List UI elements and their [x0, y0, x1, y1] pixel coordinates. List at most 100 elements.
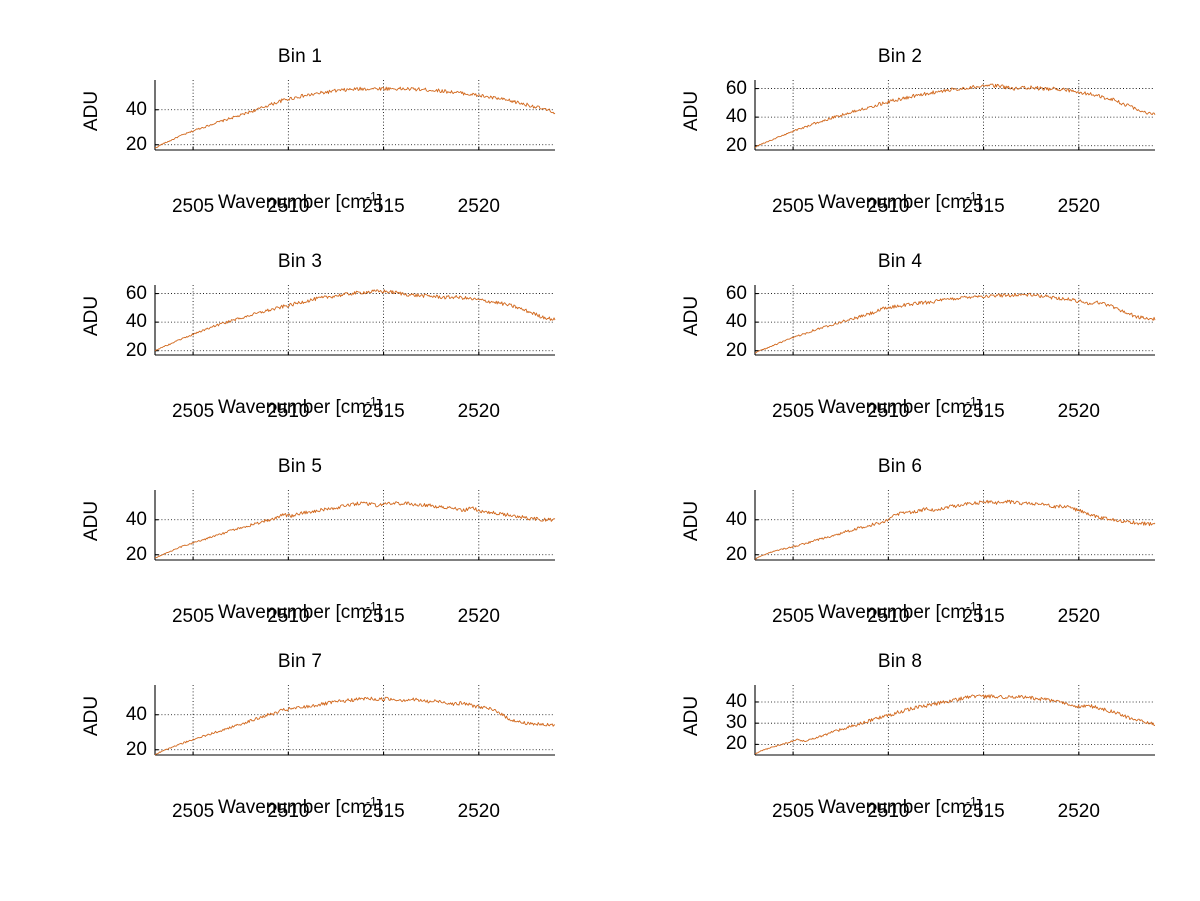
x-tick-label: 2510: [267, 196, 310, 217]
plot-area: [154, 285, 556, 356]
x-axis-label: Wavenumber [cm-1]: [0, 191, 600, 214]
y-tick-label: 30: [725, 712, 747, 734]
subplot-panel-5: Bin 5 ADU Wavenumber [cm-1] 20 40 2505 2510 251…: [0, 450, 600, 655]
subplot-title: Bin 2: [877, 46, 923, 67]
y-tick-label: 40: [125, 98, 147, 120]
x-tick-label: 2510: [867, 606, 910, 627]
plot-area: [154, 490, 556, 561]
subplot-panel-8: Bin 8 ADU Wavenumber [cm-1] 20 30 40 2505 2510 2…: [600, 645, 1200, 850]
x-axis-label-exponent: -1: [366, 599, 377, 614]
x-axis-label: Wavenumber [cm-1]: [0, 794, 600, 819]
y-tick-label: 20: [725, 339, 747, 361]
y-tick-label: 20: [125, 738, 147, 760]
x-tick-label: 2515: [362, 606, 405, 627]
x-axis-label-bracket: ]: [976, 602, 983, 623]
subplot-title: Bin 6: [877, 456, 923, 477]
data-series-line: [754, 83, 1156, 148]
x-axis-label-bracket: ]: [976, 397, 983, 418]
y-tick-label: 40: [125, 703, 147, 725]
plot-svg: [754, 685, 1156, 756]
x-axis-label-exponent: -1: [966, 599, 977, 614]
data-series-line: [154, 696, 556, 756]
x-tick-label: 2510: [267, 606, 310, 627]
x-axis-label-exponent: -1: [366, 794, 377, 809]
subplot-title: Bin 8: [877, 651, 923, 672]
x-tick-label: 2520: [1057, 401, 1100, 422]
x-axis-label-bracket: ]: [376, 602, 383, 623]
y-tick-labels: 20 40: [695, 490, 753, 565]
x-axis-label: Wavenumber [cm-1]: [600, 794, 1200, 819]
x-tick-label: 2510: [267, 401, 310, 422]
y-tick-labels: 20 40: [95, 685, 153, 760]
x-tick-label: 2515: [962, 401, 1005, 422]
x-tick-label: 2505: [171, 401, 215, 422]
data-series-line: [154, 289, 556, 352]
x-axis-label-exponent: -1: [366, 394, 377, 409]
plot-svg: [754, 490, 1156, 561]
y-tick-label: 60: [125, 282, 147, 304]
plot-area: [754, 685, 1156, 756]
x-tick-label: 2520: [457, 401, 500, 422]
plot-svg: [154, 685, 556, 756]
subplot-title: Bin 1: [277, 46, 323, 67]
plot-area: [154, 685, 556, 756]
data-series-line: [154, 501, 556, 559]
plot-svg: [154, 490, 556, 561]
x-axis-label: Wavenumber [cm-1]: [600, 599, 1200, 624]
y-tick-label: 60: [725, 77, 747, 99]
y-tick-label: 40: [725, 311, 747, 333]
y-tick-label: 20: [125, 543, 147, 565]
y-tick-label: 20: [725, 733, 747, 755]
y-tick-label: 40: [125, 508, 147, 530]
x-axis-label: Wavenumber [cm-1]: [600, 191, 1200, 214]
subplot-title: Bin 3: [277, 251, 323, 272]
x-axis-label-text: Wavenumber [cm: [217, 797, 367, 818]
plot-svg: [754, 285, 1156, 356]
x-tick-label: 2515: [962, 196, 1005, 217]
subplot-panel-7: Bin 7 ADU Wavenumber [cm-1] 20 40 2505 2510 251…: [0, 645, 600, 850]
x-tick-label: 2515: [362, 401, 405, 422]
x-axis-label-bracket: ]: [376, 797, 383, 818]
x-tick-label: 2515: [962, 606, 1005, 627]
x-tick-label: 2505: [171, 606, 215, 627]
subplot-panel-4: Bin 4 ADU Wavenumber [cm-1] 20 40 60 2505 2510 2…: [600, 245, 1200, 450]
data-series-line: [154, 86, 556, 149]
y-tick-label: 40: [725, 690, 747, 712]
x-axis-label-text: Wavenumber [cm: [817, 397, 967, 418]
x-axis-label-text: Wavenumber [cm: [217, 397, 367, 418]
x-axis-label: Wavenumber [cm-1]: [600, 394, 1200, 419]
x-tick-label: 2520: [457, 801, 500, 822]
x-tick-label: 2515: [362, 196, 405, 217]
x-tick-label: 2520: [1057, 606, 1100, 627]
subplot-title: Bin 4: [877, 251, 923, 272]
x-tick-label: 2515: [962, 801, 1005, 822]
y-tick-labels: 20 30 40: [695, 685, 753, 755]
x-tick-label: 2510: [867, 401, 910, 422]
x-tick-label: 2510: [867, 801, 910, 822]
x-axis-label-text: Wavenumber [cm: [217, 602, 367, 623]
subplot-panel-3: Bin 3 ADU Wavenumber [cm-1] 20 40 60 2505 2510 2…: [0, 245, 600, 450]
x-axis-label-text: Wavenumber [cm: [817, 192, 967, 213]
y-tick-label: 20: [725, 543, 747, 565]
subplot-panel-6: Bin 6 ADU Wavenumber [cm-1] 20 40 2505 2510 251…: [600, 450, 1200, 655]
y-tick-labels: 20 40 60: [695, 283, 753, 361]
plot-svg: [154, 80, 556, 151]
subplot-title: Bin 5: [277, 456, 323, 477]
y-tick-label: 20: [125, 339, 147, 361]
x-tick-label: 2505: [771, 801, 815, 822]
y-tick-label: 40: [125, 311, 147, 333]
x-tick-label: 2505: [771, 401, 815, 422]
y-tick-labels: 20 40 60: [695, 77, 753, 156]
x-axis-label-exponent: -1: [966, 794, 977, 809]
x-tick-label: 2505: [771, 606, 815, 627]
y-tick-labels: 20 40: [95, 490, 153, 565]
x-axis-label-text: Wavenumber [cm: [817, 797, 967, 818]
x-axis-label-exponent: -1: [966, 394, 977, 409]
data-series-line: [754, 499, 1156, 560]
x-tick-label: 2520: [1057, 196, 1100, 217]
data-series-line: [754, 694, 1156, 755]
x-axis-label: Wavenumber [cm-1]: [0, 599, 600, 624]
subplot-panel-2: Bin 2 ADU Wavenumber [cm-1] 20 40 60 2505 2510 2…: [600, 40, 1200, 245]
data-series-line: [754, 292, 1156, 354]
y-tick-labels: 20 40: [95, 80, 153, 155]
